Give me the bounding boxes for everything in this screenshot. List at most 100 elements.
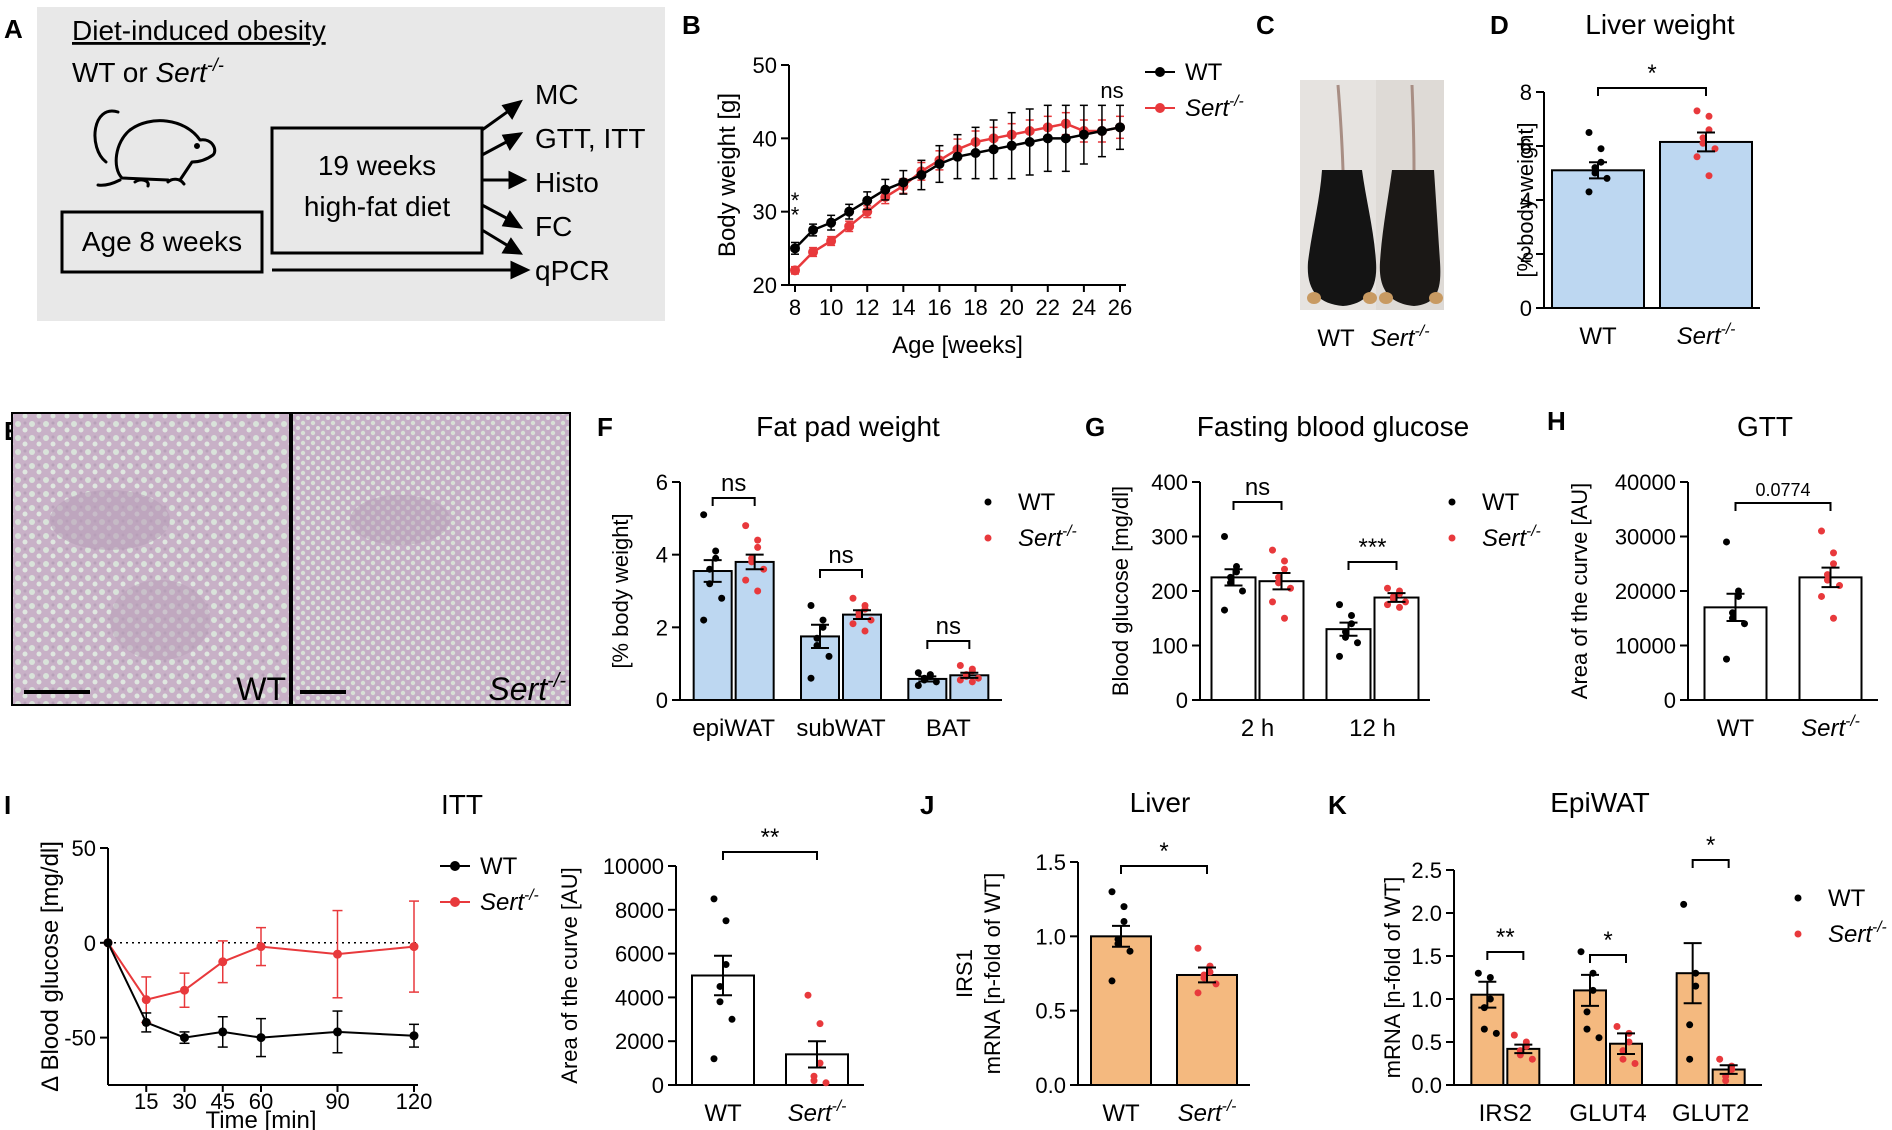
significance-label: ns xyxy=(721,470,746,497)
data-point xyxy=(1686,1055,1694,1063)
data-point xyxy=(1585,129,1593,136)
significance-bracket xyxy=(1120,865,1208,874)
bar xyxy=(1176,973,1238,1087)
data-point xyxy=(1830,614,1837,622)
legend-label-wt: WT xyxy=(1018,489,1056,516)
x-category-label-sup: -/- xyxy=(1845,713,1860,730)
x-category-label: Sert-/- xyxy=(1801,713,1860,742)
panel-i2-bar-chart: 0 2000 4000 6000 8000 10000 Area of the curve … xyxy=(557,824,864,1127)
x-category-label: IRS2 xyxy=(1479,1100,1532,1127)
y-tick-label: 2000 xyxy=(615,1029,664,1054)
significance-bracket xyxy=(1734,502,1832,511)
data-point xyxy=(880,184,891,195)
data-point xyxy=(1692,982,1700,990)
y-tick-label: 0 xyxy=(1520,296,1532,321)
y-tick-label: 0.5 xyxy=(1411,1030,1442,1055)
data-point xyxy=(256,942,266,952)
x-tick-label: 16 xyxy=(927,295,951,320)
x-category-label: epiWAT xyxy=(692,715,775,742)
annotation-star: * xyxy=(791,203,800,228)
data-point xyxy=(810,1077,818,1085)
data-point xyxy=(1619,1047,1627,1055)
data-point xyxy=(1287,584,1294,592)
data-point xyxy=(825,652,833,660)
data-point xyxy=(1680,900,1688,908)
data-point xyxy=(218,1027,228,1037)
x-category-label-text: Sert xyxy=(1801,715,1846,742)
data-point xyxy=(742,576,750,584)
data-point xyxy=(754,587,762,595)
data-point xyxy=(1510,1031,1518,1039)
panel-letter: H xyxy=(1547,406,1566,436)
data-point xyxy=(180,985,189,995)
data-point xyxy=(898,177,909,188)
significance-bracket xyxy=(722,851,818,860)
data-point xyxy=(844,206,855,217)
y-tick-label: 1.0 xyxy=(1411,987,1442,1012)
data-point xyxy=(1194,944,1202,952)
age-label: Age 8 weeks xyxy=(82,226,242,257)
diet-line-2: high-fat diet xyxy=(304,191,451,222)
y-tick-label: 0 xyxy=(1664,688,1676,713)
bar xyxy=(1325,628,1372,702)
x-category-label: Sert-/- xyxy=(788,1098,847,1127)
y-tick-label: 40000 xyxy=(1615,470,1676,495)
chart-title: Fasting blood glucose xyxy=(1197,411,1469,442)
y-tick-label: 30 xyxy=(753,200,777,225)
data-point xyxy=(1206,968,1214,976)
output-qpcr: qPCR xyxy=(535,255,610,286)
y-tick-label: 50 xyxy=(72,836,96,861)
x-category-label: subWAT xyxy=(796,715,886,742)
histology-label-wt: WT xyxy=(236,671,286,707)
panel-a-title: Diet-induced obesity xyxy=(72,15,326,46)
histology-ko xyxy=(291,412,571,706)
x-tick-label: 18 xyxy=(963,295,987,320)
data-point xyxy=(988,144,999,155)
y-tick-label: 4 xyxy=(656,543,668,568)
legend-marker xyxy=(1155,67,1165,77)
panel-i1-line-chart: I ITT -50 0 50 15 30 45 60 90 120 Time [min] Δ Blood… xyxy=(4,789,539,1130)
chart-title: ITT xyxy=(441,789,483,820)
data-point xyxy=(816,1059,824,1067)
data-point xyxy=(1120,903,1128,911)
data-point xyxy=(1613,1023,1621,1031)
data-point xyxy=(1728,1066,1736,1074)
data-point xyxy=(1577,948,1585,956)
data-point xyxy=(1269,546,1276,554)
significance-bracket xyxy=(1691,859,1730,868)
data-point xyxy=(1078,129,1089,140)
data-point xyxy=(1722,1077,1730,1085)
legend-marker xyxy=(1448,498,1456,506)
bar xyxy=(842,613,882,701)
histology-label-ko-text: Sert xyxy=(488,671,548,707)
y-axis-label: Blood glucose [mg/dl] xyxy=(1108,486,1133,696)
panel-a: A Diet-induced obesity WT or Sert-/- Age… xyxy=(4,7,665,321)
significance-bracket xyxy=(1347,561,1398,570)
data-point xyxy=(333,949,342,959)
photo-label-ko-sup: -/- xyxy=(1414,323,1429,340)
data-point xyxy=(1006,140,1017,151)
x-tick-label: 60 xyxy=(249,1089,273,1114)
data-point xyxy=(914,669,922,677)
y-axis-label: Area of the curve [AU] xyxy=(1567,483,1592,699)
data-point xyxy=(710,895,718,903)
bar xyxy=(1551,169,1645,309)
annotation-ns: ns xyxy=(1100,78,1123,103)
data-point xyxy=(1492,1029,1500,1037)
y-tick-label: 2.0 xyxy=(1411,901,1442,926)
data-point xyxy=(716,982,724,990)
y-tick-label: 6 xyxy=(656,470,668,495)
legend-label-ko: Sert-/- xyxy=(480,887,539,916)
legend-marker xyxy=(1448,534,1456,542)
significance-label: ns xyxy=(1245,474,1270,501)
chart-title: Liver weight xyxy=(1585,9,1735,40)
data-point xyxy=(1528,1055,1536,1063)
x-tick-label: 10 xyxy=(819,295,843,320)
data-point xyxy=(808,247,819,257)
data-point xyxy=(1200,974,1208,982)
data-point xyxy=(1824,571,1831,579)
bar xyxy=(1659,140,1753,309)
significance-label: * xyxy=(1159,838,1168,865)
legend-label-ko-sup: -/- xyxy=(1229,93,1244,110)
